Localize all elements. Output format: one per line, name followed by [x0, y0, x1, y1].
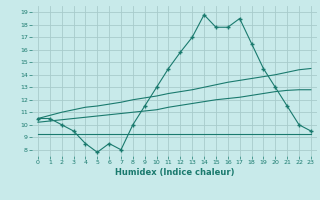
X-axis label: Humidex (Indice chaleur): Humidex (Indice chaleur) [115, 168, 234, 177]
